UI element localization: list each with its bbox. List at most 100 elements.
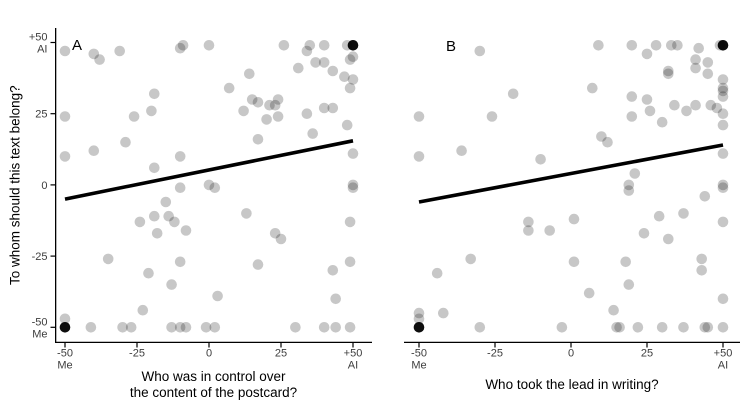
scatter-point xyxy=(347,74,359,85)
y-tick-label: 0 xyxy=(41,180,47,192)
scatter-point xyxy=(413,111,425,122)
scatter-point xyxy=(465,253,476,265)
scatter-point xyxy=(330,322,342,333)
x-tick-label: -50 xyxy=(411,348,427,360)
x-tick-label: AI xyxy=(348,360,358,372)
scatter-point xyxy=(344,54,356,65)
scatter-point xyxy=(203,179,215,191)
scatter-point xyxy=(507,88,519,100)
scatter-point xyxy=(623,179,635,191)
scatter-point xyxy=(717,74,729,85)
scatter-point xyxy=(59,151,71,162)
scatter-point xyxy=(293,62,304,74)
scatter-point xyxy=(641,48,653,60)
scatter-point xyxy=(94,54,105,65)
x-tick-label: 0 xyxy=(568,348,574,360)
trend-line xyxy=(418,143,724,204)
scatter-point xyxy=(523,216,534,228)
scatter-point xyxy=(318,322,330,333)
scatter-point xyxy=(318,102,330,114)
scatter-point xyxy=(544,225,555,236)
scatter-point xyxy=(327,265,339,276)
scatter-point xyxy=(717,179,729,191)
scatter-point xyxy=(203,40,215,51)
scatter-point xyxy=(269,228,281,239)
scatter-point xyxy=(663,233,674,245)
scatter-point xyxy=(717,82,729,94)
scatter-point xyxy=(717,322,729,333)
scatter-point xyxy=(59,111,71,122)
x-tick-label: Me xyxy=(57,360,72,372)
scatter-point xyxy=(278,40,290,51)
scatter-point xyxy=(644,105,656,117)
scatter-point xyxy=(347,51,359,62)
scatter-point xyxy=(486,111,498,122)
scatter-point xyxy=(301,45,313,57)
scatter-point xyxy=(568,256,580,268)
scatter-point xyxy=(310,57,321,68)
scatter-point xyxy=(59,313,71,325)
scatter-point xyxy=(117,322,128,333)
scatter-point xyxy=(717,182,729,193)
x-tick-label: -25 xyxy=(487,348,503,360)
x-tick-label: 0 xyxy=(206,348,212,360)
scatter-point xyxy=(166,279,177,290)
scatter-point xyxy=(702,68,714,80)
y-axis-title: To whom should this text belong? xyxy=(7,85,23,286)
scatter-point xyxy=(568,213,580,225)
scatter-point xyxy=(717,293,729,305)
scatter-point xyxy=(318,40,330,51)
scatter-point xyxy=(174,256,186,268)
scatter-point xyxy=(128,111,140,122)
scatter-point xyxy=(656,322,668,333)
scatter-point xyxy=(177,40,189,51)
scatter-point xyxy=(88,48,100,60)
y-tick-label: +50 xyxy=(29,32,48,44)
scatter-point xyxy=(347,179,359,191)
scatter-point xyxy=(174,322,186,333)
scatter-point xyxy=(696,253,707,265)
scatter-point xyxy=(626,111,638,122)
scatter-point xyxy=(252,259,264,270)
scatter-point xyxy=(120,136,131,148)
scatter-point xyxy=(347,148,359,159)
scatter-point xyxy=(456,145,467,156)
scatter-point xyxy=(275,233,287,245)
scatter-point xyxy=(717,216,729,228)
scatter-point xyxy=(632,322,644,333)
scatter-point xyxy=(246,94,258,105)
scatter-point xyxy=(180,225,192,236)
scatter-point xyxy=(272,111,284,122)
scatter-point xyxy=(629,168,641,179)
scatter-point xyxy=(620,256,631,268)
scatter-point xyxy=(474,45,486,57)
panel-label-b: B xyxy=(446,38,457,55)
scatter-point xyxy=(693,42,704,54)
y-tick-label: 25 xyxy=(35,109,47,121)
x-axis-title-a-line1: Who was in control over xyxy=(141,369,286,384)
scatter-point xyxy=(88,145,100,156)
scatter-point xyxy=(327,65,339,77)
scatter-point xyxy=(151,228,163,239)
scatter-point xyxy=(696,265,707,276)
x-tick-label: +50 xyxy=(344,348,363,360)
scatter-point xyxy=(252,134,264,145)
scatter-point xyxy=(344,322,356,333)
scatter-point xyxy=(269,99,281,111)
scatter-point xyxy=(85,322,97,333)
scatter-point xyxy=(301,108,313,119)
scatter-point xyxy=(114,45,125,57)
scatter-point xyxy=(623,279,635,290)
scatter-point xyxy=(307,128,318,139)
scatter-point xyxy=(702,57,714,68)
scatter-point xyxy=(690,54,701,65)
scatter-point xyxy=(638,228,650,239)
panel-label-a: A xyxy=(72,37,83,54)
scatter-point xyxy=(717,85,729,97)
scatter-point xyxy=(474,322,486,333)
y-tick-label: -50 xyxy=(32,316,48,328)
scatter-point xyxy=(413,313,425,325)
special-point xyxy=(59,322,71,333)
